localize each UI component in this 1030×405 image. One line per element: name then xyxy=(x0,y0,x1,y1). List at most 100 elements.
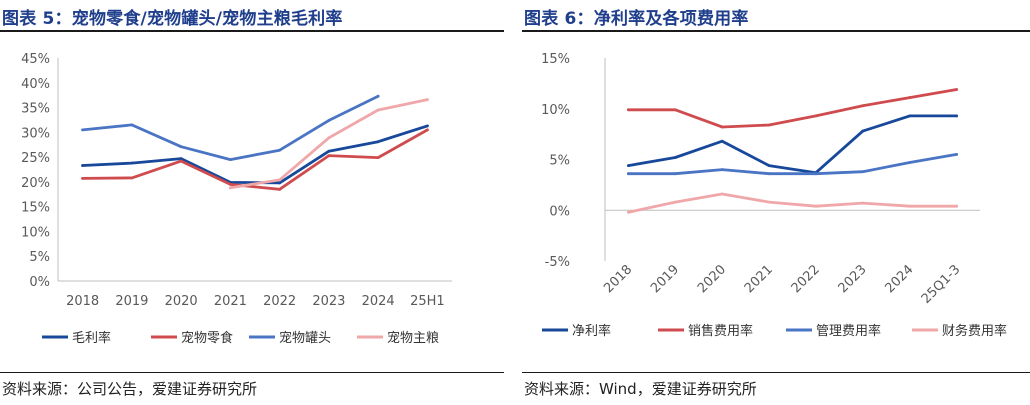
y-tick-label: 30% xyxy=(21,126,50,141)
data-point xyxy=(130,123,134,127)
data-point xyxy=(130,176,134,180)
data-point xyxy=(278,178,282,182)
x-tick-label: 2021 xyxy=(742,262,776,296)
data-point xyxy=(425,124,429,128)
data-point xyxy=(81,128,85,132)
y-tick-label: 40% xyxy=(21,77,50,92)
data-point xyxy=(673,156,677,159)
data-point xyxy=(908,204,912,208)
legend-label: 宠物罐头 xyxy=(279,330,331,346)
series-line-2 xyxy=(627,88,958,129)
figure-6-top-rule xyxy=(522,30,1030,32)
data-point xyxy=(720,139,724,143)
data-point xyxy=(955,114,958,118)
y-tick-label: 35% xyxy=(21,102,50,117)
x-tick-label: 2018 xyxy=(601,262,635,296)
data-point xyxy=(720,125,724,129)
figure-5-title: 图表 5：宠物零食/宠物罐头/宠物主粮毛利率 xyxy=(2,9,343,29)
data-point xyxy=(955,88,958,91)
data-point xyxy=(228,158,232,161)
x-tick-label: 2020 xyxy=(695,262,729,296)
legend-label: 宠物主粮 xyxy=(387,330,439,346)
series-line-2 xyxy=(81,128,429,191)
figure-5-panel: 图表 5：宠物零食/宠物罐头/宠物主粮毛利率 0% 5% 10% 15% 20% 25% 3… xyxy=(0,0,504,405)
y-tick-label: 15% xyxy=(541,52,570,67)
data-point xyxy=(81,177,85,180)
legend-label: 销售费用率 xyxy=(688,323,753,339)
figure-6-source: 资料来源：Wind，爱建证券研究所 xyxy=(524,380,757,398)
legend-label: 净利率 xyxy=(572,323,611,339)
x-tick-label: 2020 xyxy=(165,294,198,309)
data-point xyxy=(376,140,380,144)
data-point xyxy=(767,164,771,167)
figure-6-bottom-rule xyxy=(522,372,1030,373)
data-point xyxy=(130,161,134,165)
data-point xyxy=(81,164,85,167)
data-point xyxy=(327,149,331,153)
data-point xyxy=(720,168,724,172)
legend-label: 财务费用率 xyxy=(942,323,1007,339)
data-point xyxy=(861,170,865,174)
y-tick-label: 25% xyxy=(21,151,50,166)
data-point xyxy=(278,187,282,191)
x-tick-label: 2024 xyxy=(883,262,917,296)
data-point xyxy=(673,172,677,176)
data-point xyxy=(861,129,865,133)
figure-6-chart: -5% 0% 5% 10% 15% 2018 2019 2020 2021 2022 2023 202… xyxy=(541,52,1007,339)
data-point xyxy=(425,128,429,132)
y-tick-label: 0% xyxy=(549,204,570,219)
x-tick-label: 25Q1-3 xyxy=(919,262,964,307)
y-tick-label: 0% xyxy=(29,275,50,290)
data-point xyxy=(228,182,232,186)
data-point xyxy=(908,96,912,99)
y-tick-label: 10% xyxy=(21,225,50,240)
data-point xyxy=(179,145,183,149)
data-point xyxy=(376,108,380,112)
y-tick-label: 5% xyxy=(29,250,50,265)
data-point xyxy=(673,108,677,112)
y-tick-label: 10% xyxy=(541,103,570,118)
x-tick-label: 2024 xyxy=(362,294,395,309)
x-tick-label: 2023 xyxy=(836,262,870,296)
figure-5-bottom-rule xyxy=(0,372,504,373)
data-point xyxy=(425,98,429,102)
data-point xyxy=(767,123,771,127)
data-point xyxy=(327,154,331,158)
data-point xyxy=(278,181,282,185)
y-tick-label: 15% xyxy=(21,201,50,216)
data-point xyxy=(908,161,912,164)
x-tick-label: 2019 xyxy=(115,294,148,309)
data-point xyxy=(327,136,331,140)
data-point xyxy=(376,94,380,98)
legend-label: 毛利率 xyxy=(72,330,111,346)
y-tick-label: -5% xyxy=(545,255,570,270)
data-point xyxy=(228,186,232,190)
x-tick-label: 2023 xyxy=(312,294,345,309)
series-line-4 xyxy=(229,98,429,190)
data-point xyxy=(814,172,818,176)
data-point xyxy=(278,148,282,152)
figure-5-source: 资料来源：公司公告，爱建证券研究所 xyxy=(2,380,258,398)
legend-label: 管理费用率 xyxy=(816,323,881,339)
data-point xyxy=(861,201,865,205)
data-point xyxy=(376,156,380,160)
x-tick-label: 2021 xyxy=(214,294,247,309)
series-line-1 xyxy=(627,114,958,175)
data-point xyxy=(767,172,771,176)
data-point xyxy=(814,204,818,208)
figure-6-title: 图表 6：净利率及各项费用率 xyxy=(524,9,749,29)
figure-6-panel: 图表 6：净利率及各项费用率 -5% 0% 5% 10% 15% 2018 2019 2020… xyxy=(522,0,1030,405)
data-point xyxy=(179,157,183,160)
x-tick-label: 2019 xyxy=(648,262,682,296)
x-tick-label: 2022 xyxy=(789,262,823,296)
data-point xyxy=(627,172,630,176)
x-tick-label: 2022 xyxy=(263,294,296,309)
data-point xyxy=(179,159,183,163)
x-tick-label: 2018 xyxy=(66,294,99,309)
data-point xyxy=(767,200,771,204)
x-tick-label: 25H1 xyxy=(410,294,445,309)
series-line-4 xyxy=(627,192,958,214)
figure-5-top-rule xyxy=(0,30,504,32)
y-tick-label: 5% xyxy=(549,154,570,169)
data-point xyxy=(814,114,818,118)
